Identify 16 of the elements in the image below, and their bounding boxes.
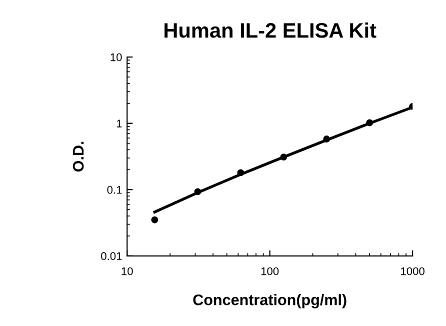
x-axis-title: Concentration(pg/ml) [193, 294, 346, 308]
x-tick-label: 10 [122, 267, 133, 276]
point [151, 216, 158, 224]
y-tick-label: 10 [110, 53, 122, 62]
point [194, 188, 202, 196]
point [280, 154, 288, 161]
y-tick-label: 1 [116, 120, 122, 128]
x-tick-label: 1000 [401, 267, 424, 276]
y-tick-label: 0.1 [107, 186, 122, 194]
y-axis-title: O.D. [72, 142, 84, 172]
point [237, 169, 244, 176]
y-tick-label: 0.01 [101, 252, 122, 260]
point [366, 119, 374, 126]
point [323, 136, 330, 142]
chart-title: Human IL-2 ELISA Kit [164, 22, 376, 38]
x-tick-label: 100 [261, 267, 279, 276]
